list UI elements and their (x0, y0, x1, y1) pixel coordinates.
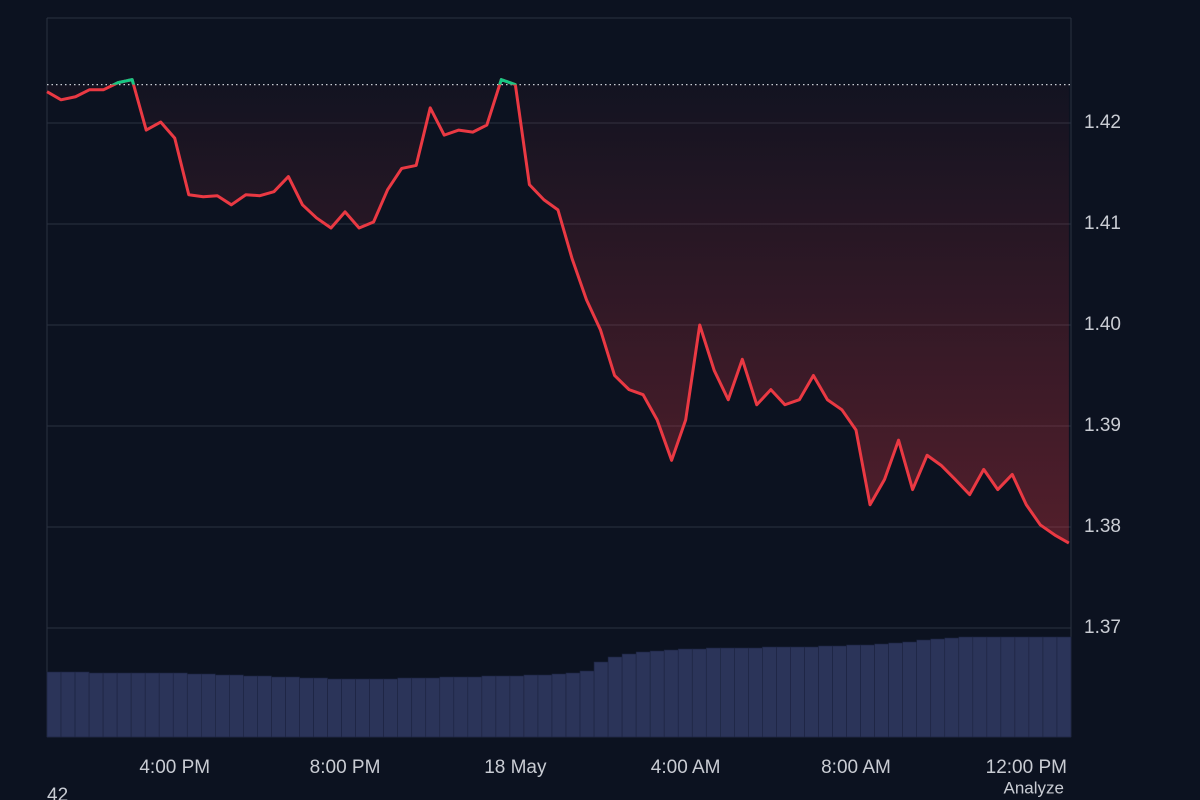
volume-bar (439, 676, 455, 738)
x-tick-label: 8:00 PM (310, 757, 381, 778)
volume-bar (593, 661, 609, 738)
volume-bar (341, 678, 356, 738)
volume-bar (74, 671, 90, 738)
volume-bar (860, 644, 875, 738)
volume-bar (425, 677, 441, 738)
volume-bar (383, 678, 398, 738)
volume-bar (229, 674, 244, 738)
volume-bar (327, 678, 342, 738)
volume-bar (1056, 636, 1072, 738)
volume-bar (509, 675, 525, 738)
volume-bar (1042, 636, 1058, 738)
volume-bar (144, 672, 160, 738)
footer-left: 42 (47, 785, 68, 800)
volume-bar (888, 642, 903, 738)
volume-bar (201, 673, 216, 738)
volume-bar (944, 637, 960, 738)
volume-bar (1014, 636, 1030, 738)
volume-bar (158, 672, 174, 738)
y-tick-label: 1.40 (1084, 314, 1121, 335)
price-line (46, 78, 1070, 545)
volume-bar (60, 671, 76, 738)
volume-bar (285, 676, 300, 738)
volume-bar (818, 645, 833, 738)
volume-bar (130, 672, 146, 738)
volume-bar (46, 671, 62, 738)
volume-bar (916, 639, 932, 738)
volume-bar (607, 656, 623, 738)
x-tick-label: 12:00 PM (986, 757, 1067, 778)
y-tick-label: 1.37 (1084, 617, 1121, 638)
volume-bar (102, 672, 118, 738)
volume-bar (172, 672, 188, 738)
volume-bar (804, 646, 819, 738)
volume-bar (565, 672, 581, 738)
volume-bar (467, 676, 483, 738)
x-tick-label: 4:00 PM (139, 757, 210, 778)
volume-bar (453, 676, 469, 738)
volume-bar (1000, 636, 1016, 738)
volume-bar (691, 648, 707, 738)
volume-bar (257, 675, 272, 738)
volume-bar (186, 673, 202, 738)
volume-bar (720, 647, 735, 738)
volume-bar (397, 677, 413, 738)
volume-bar (986, 636, 1002, 738)
x-tick-label: 4:00 AM (651, 757, 721, 778)
y-tick-label: 1.41 (1084, 213, 1121, 234)
volume-bar (523, 674, 539, 738)
volume-bar (313, 677, 328, 738)
volume-bar (215, 674, 230, 738)
y-tick-label: 1.42 (1084, 112, 1121, 133)
volume-bar (790, 646, 805, 738)
volume-bar (776, 646, 791, 738)
volume-bar (579, 670, 595, 738)
volume-bar (495, 675, 511, 738)
volume-bar (116, 672, 132, 738)
x-tick-label: 18 May (484, 757, 547, 778)
volume-bar (481, 675, 497, 738)
volume-bar (748, 647, 763, 738)
volume-bar (762, 646, 777, 738)
footer-right[interactable]: Analyze (1004, 778, 1064, 797)
volume-bar (734, 647, 749, 738)
volume-bar (1028, 636, 1044, 738)
volume-bar (271, 676, 286, 738)
y-tick-label: 1.38 (1084, 516, 1121, 537)
volume-bar (649, 650, 665, 738)
volume-bar (958, 636, 974, 738)
volume-bar (551, 673, 567, 738)
x-tick-label: 8:00 AM (821, 757, 891, 778)
volume-bar (705, 647, 721, 738)
volume-bar (355, 678, 370, 738)
volume-bar (930, 638, 946, 738)
volume-bar (243, 675, 258, 738)
volume-bar (635, 651, 651, 738)
volume-bar (972, 636, 988, 738)
volume-bar (537, 674, 553, 738)
volume-bar (369, 678, 384, 738)
volume-bar (874, 643, 889, 738)
volume-bar (677, 648, 693, 738)
volume-bar (832, 645, 847, 738)
volume-bar (88, 672, 104, 738)
area-fill (47, 79, 1069, 544)
volume-bar (663, 649, 679, 738)
y-tick-label: 1.39 (1084, 415, 1121, 436)
volume-bar (902, 641, 917, 738)
volume-bar (299, 677, 314, 738)
volume-bar (846, 644, 861, 738)
volume-bar (621, 653, 637, 738)
volume-bar (411, 677, 427, 738)
